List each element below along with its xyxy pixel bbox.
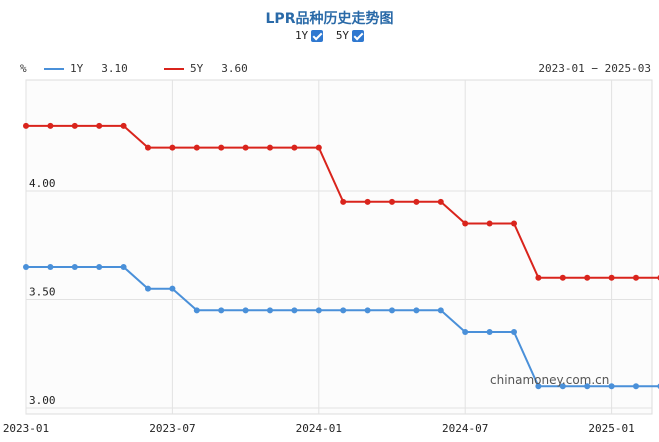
checkbox-1y[interactable] — [311, 29, 324, 42]
data-point-5y[interactable] — [193, 144, 200, 151]
legend-value-1y: 3.10 — [101, 62, 128, 75]
unit-label: % — [20, 62, 27, 75]
legend-name-1y: 1Y — [70, 62, 84, 75]
data-point-1y[interactable] — [47, 263, 54, 270]
data-point-5y[interactable] — [120, 122, 127, 129]
data-point-1y[interactable] — [340, 307, 347, 314]
data-point-1y[interactable] — [413, 307, 420, 314]
data-point-5y[interactable] — [242, 144, 249, 151]
data-point-1y[interactable] — [193, 307, 200, 314]
data-point-5y[interactable] — [413, 198, 420, 205]
data-point-5y[interactable] — [389, 198, 395, 205]
data-point-5y[interactable] — [71, 122, 78, 129]
series-5y — [23, 122, 659, 281]
data-point-5y[interactable] — [511, 220, 517, 227]
data-point-5y[interactable] — [267, 144, 273, 151]
data-point-1y[interactable] — [242, 307, 249, 314]
x-tick-label: 2025-01 — [588, 422, 634, 435]
legend-name-5y: 5Y — [190, 62, 204, 75]
data-point-1y[interactable] — [389, 307, 395, 314]
data-point-5y[interactable] — [437, 198, 444, 205]
data-point-1y[interactable] — [364, 307, 371, 314]
data-point-1y[interactable] — [608, 383, 615, 390]
axis-labels: 3.00 3.50 4.00 2023-01 2023-07 2024-01 2024-07… — [3, 177, 635, 435]
series-layer — [23, 122, 659, 390]
x-tick-label: 2023-07 — [149, 422, 195, 435]
toggle-1y[interactable]: 1Y — [294, 29, 324, 42]
data-point-5y[interactable] — [633, 274, 639, 281]
data-point-5y[interactable] — [608, 274, 615, 281]
date-range: 2023-01 − 2025-03 — [538, 62, 651, 75]
legend-item-1y[interactable]: 1Y 3.10 — [44, 62, 128, 75]
y-tick-label: 3.50 — [29, 286, 56, 299]
y-tick-label: 4.00 — [29, 177, 56, 190]
data-point-1y[interactable] — [267, 307, 273, 314]
legend-line-1y — [44, 67, 64, 70]
data-point-5y[interactable] — [291, 144, 298, 151]
data-point-1y[interactable] — [559, 383, 566, 390]
data-point-5y[interactable] — [559, 274, 566, 281]
data-point-5y[interactable] — [23, 122, 29, 129]
legend-row: % 1Y 3.10 5Y 3.60 2023-01 − 2025-03 — [0, 62, 659, 76]
data-point-1y[interactable] — [511, 329, 517, 336]
series-toggles: 1Y 5Y — [0, 29, 659, 42]
data-point-1y[interactable] — [71, 263, 78, 270]
y-tick-label: 3.00 — [29, 394, 56, 407]
plot-area — [25, 79, 653, 415]
legend-value-5y: 3.60 — [221, 62, 248, 75]
data-point-1y[interactable] — [218, 307, 225, 314]
data-point-1y[interactable] — [584, 383, 591, 390]
x-tick-label: 2023-01 — [3, 422, 49, 435]
data-point-1y[interactable] — [169, 285, 176, 292]
data-point-5y[interactable] — [218, 144, 225, 151]
data-point-1y[interactable] — [535, 383, 542, 390]
chart-title: LPR品种历史走势图 — [265, 11, 394, 27]
data-point-1y[interactable] — [633, 383, 639, 390]
x-tick-label: 2024-07 — [442, 422, 488, 435]
toggle-5y-label: 5Y — [335, 29, 350, 42]
data-point-5y[interactable] — [145, 144, 151, 151]
data-point-1y[interactable] — [437, 307, 444, 314]
data-point-1y[interactable] — [120, 263, 127, 270]
data-point-5y[interactable] — [96, 122, 103, 129]
data-point-1y[interactable] — [462, 329, 469, 336]
data-point-5y[interactable] — [486, 220, 493, 227]
toggle-1y-label: 1Y — [294, 29, 309, 42]
data-point-1y[interactable] — [291, 307, 298, 314]
watermark: chinamoney.com.cn — [490, 373, 609, 387]
data-point-5y[interactable] — [584, 274, 591, 281]
checkbox-5y[interactable] — [352, 29, 365, 42]
data-point-5y[interactable] — [340, 198, 347, 205]
data-point-5y[interactable] — [47, 122, 54, 129]
data-point-1y[interactable] — [486, 329, 493, 336]
data-point-1y[interactable] — [96, 263, 103, 270]
data-point-5y[interactable] — [462, 220, 469, 227]
data-point-1y[interactable] — [315, 307, 322, 314]
data-point-5y[interactable] — [169, 144, 176, 151]
series-1y — [23, 263, 659, 390]
data-point-1y[interactable] — [23, 263, 29, 270]
toggle-5y[interactable]: 5Y — [335, 29, 365, 42]
legend-line-5y — [164, 67, 184, 70]
data-point-5y[interactable] — [364, 198, 371, 205]
legend-item-5y[interactable]: 5Y 3.60 — [164, 62, 248, 75]
data-point-1y[interactable] — [145, 285, 151, 292]
data-point-5y[interactable] — [535, 274, 542, 281]
data-point-5y[interactable] — [315, 144, 322, 151]
x-tick-label: 2024-01 — [296, 422, 342, 435]
